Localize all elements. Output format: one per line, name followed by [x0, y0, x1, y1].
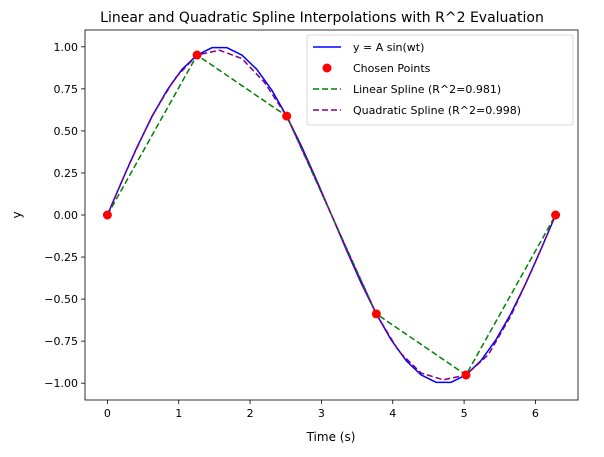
x-tick-label: 5 [461, 407, 468, 420]
x-tick-label: 6 [532, 407, 539, 420]
y-tick-label: −0.75 [44, 335, 78, 348]
legend-label: Linear Spline (R^2=0.981) [353, 83, 501, 96]
y-axis: −1.00 −0.75 −0.50 −0.25 0.00 0.25 0.50 0.75 1.00 [44, 41, 85, 390]
y-tick-label: 0.00 [54, 209, 79, 222]
y-tick-label: 0.50 [54, 125, 79, 138]
y-tick-label: −0.25 [44, 251, 78, 264]
chart-title: Linear and Quadratic Spline Interpolatio… [100, 10, 544, 26]
data-point [192, 50, 202, 60]
y-tick-label: 0.25 [54, 167, 79, 180]
data-point [282, 111, 292, 121]
x-tick-label: 1 [175, 407, 182, 420]
x-tick-label: 0 [104, 407, 111, 420]
data-point [461, 370, 471, 380]
legend: y = A sin(wt) Chosen Points Linear Spline … [306, 34, 574, 126]
y-tick-label: −0.50 [44, 293, 78, 306]
x-tick-label: 2 [247, 407, 254, 420]
legend-label: y = A sin(wt) [353, 41, 424, 54]
y-tick-label: −1.00 [44, 377, 78, 390]
legend-label: Quadratic Spline (R^2=0.998) [353, 104, 521, 117]
series-line [106, 49, 557, 381]
plot-area: 0 1 2 3 4 5 6 −1.00 −0.75 −0.50 −0.25 0.00 0.25 0.50… [44, 29, 579, 420]
x-tick-label: 4 [389, 407, 396, 420]
legend-label: Chosen Points [353, 62, 431, 75]
series-layer [102, 46, 561, 384]
x-axis: 0 1 2 3 4 5 6 [104, 400, 539, 420]
x-tick-label: 3 [318, 407, 325, 420]
y-tick-label: 0.75 [54, 83, 79, 96]
legend-marker [322, 63, 332, 73]
y-axis-label: y [10, 211, 24, 218]
x-axis-label: Time (s) [306, 430, 356, 444]
series-line [106, 54, 557, 376]
data-point [371, 309, 381, 319]
data-point [102, 210, 112, 220]
legend-frame [306, 34, 574, 126]
y-tick-label: 1.00 [54, 41, 79, 54]
data-point [551, 210, 561, 220]
